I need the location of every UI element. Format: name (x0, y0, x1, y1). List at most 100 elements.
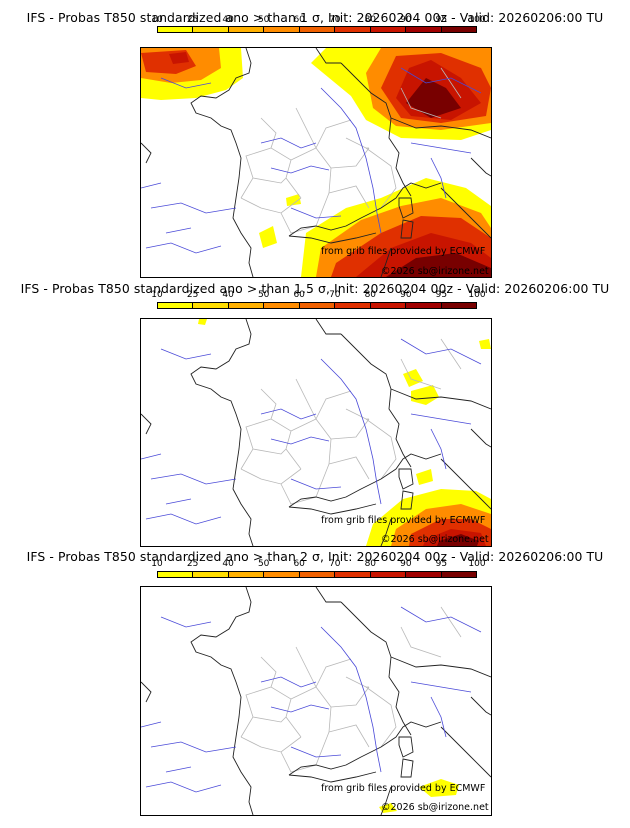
region-borders (240, 606, 462, 773)
credit-source: from grib files provided by ECMWF (321, 515, 486, 526)
colorbar-tick: 50 (257, 15, 270, 25)
credit-copyright: ©2026 sb@irizone.net (381, 534, 489, 545)
forecast-panel-2sigma: IFS - Probas T850 standardized ano > tha… (0, 549, 630, 825)
colorbar-tick: 40 (222, 290, 234, 300)
colorbar-tick: 80 (364, 290, 377, 300)
colorbar-segment (158, 27, 194, 32)
colorbar-segment (335, 303, 371, 308)
region-borders (240, 67, 462, 234)
colorbar-tick: 70 (329, 15, 341, 25)
colorbar-tick: 95 (435, 290, 448, 300)
prob-area (386, 253, 491, 277)
probability-fill-layer (379, 779, 459, 813)
colorbar-segment (228, 572, 265, 577)
country-borders (288, 587, 491, 783)
colorbar-tick: 90 (400, 559, 412, 569)
colorbar (157, 26, 477, 33)
colorbar-segment (406, 572, 442, 577)
colorbar-tick: 100 (468, 559, 486, 569)
prob-area (406, 78, 461, 118)
probability-map: from grib files provided by ECMWF ©2026 … (140, 47, 492, 278)
colorbar-tick: 100 (468, 15, 486, 25)
colorbar-tick: 80 (364, 559, 377, 569)
colorbar-tick: 70 (329, 559, 341, 569)
colorbar-tick: 40 (222, 559, 234, 569)
rivers (141, 338, 482, 525)
coastline (141, 48, 491, 277)
map-drawing (141, 48, 491, 277)
colorbar-segment (299, 572, 336, 577)
prob-area (416, 469, 433, 485)
colorbar-segment (193, 27, 229, 32)
colorbar-segment (158, 303, 194, 308)
country-borders (288, 319, 491, 515)
colorbar-tick: 10 (151, 559, 163, 569)
probability-fill-layer (141, 48, 491, 277)
colorbar-segment (228, 303, 265, 308)
colorbar-segment (370, 27, 407, 32)
colorbar-segment (193, 572, 229, 577)
forecast-panel-1sigma: IFS - Probas T850 standardized ano > tha… (0, 0, 630, 278)
prob-area (169, 52, 189, 64)
colorbar-tick: 80 (364, 15, 377, 25)
colorbar-segment (158, 572, 194, 577)
map-drawing (141, 587, 491, 815)
colorbar-segment (370, 572, 407, 577)
colorbar-segment (193, 303, 229, 308)
colorbar-segment (264, 572, 300, 577)
colorbar-segment (299, 27, 336, 32)
colorbar-tick: 95 (435, 15, 448, 25)
colorbar-tick: 10 (151, 290, 163, 300)
colorbar-tick: 10 (151, 15, 163, 25)
colorbar-tick: 90 (400, 15, 412, 25)
colorbar-tick: 70 (329, 290, 341, 300)
colorbar-segment (299, 303, 336, 308)
colorbar-segment (441, 303, 476, 308)
probability-map: from grib files provided by ECMWF ©2026 … (140, 586, 492, 816)
credit-copyright: ©2026 sb@irizone.net (381, 266, 489, 277)
prob-area (479, 339, 491, 349)
colorbar-tick: 25 (186, 15, 199, 25)
prob-area (419, 779, 459, 797)
prob-area (198, 319, 207, 325)
probability-fill-layer (198, 319, 491, 546)
rivers (141, 67, 482, 254)
colorbar-segment (264, 27, 300, 32)
colorbar-segment (406, 303, 442, 308)
colorbar-ticks: 10 25 40 50 60 70 80 90 95 100 (151, 559, 485, 571)
credit-source: from grib files provided by ECMWF (321, 246, 486, 257)
colorbar-tick: 95 (435, 559, 448, 569)
colorbar-tick: 25 (186, 290, 199, 300)
colorbar-tick: 60 (293, 290, 305, 300)
coastline (141, 319, 491, 546)
colorbar-tick: 25 (186, 559, 199, 569)
country-borders (288, 48, 491, 244)
colorbar-segment (264, 303, 300, 308)
colorbar (157, 302, 477, 309)
map-base-layer (141, 587, 491, 815)
forecast-panel-1-5sigma: IFS - Probas T850 standardized ano > tha… (0, 276, 630, 552)
prob-area (286, 194, 301, 206)
credit-copyright: ©2026 sb@irizone.net (381, 802, 489, 813)
colorbar-tick: 60 (293, 559, 305, 569)
colorbar-tick: 50 (257, 290, 270, 300)
colorbar-segment (335, 27, 371, 32)
panel-title: IFS - Probas T850 standardized ano > tha… (26, 549, 604, 564)
colorbar-segment (228, 27, 265, 32)
colorbar-segment (335, 572, 371, 577)
panel-title: IFS - Probas T850 standardized ano > tha… (26, 10, 604, 25)
colorbar (157, 571, 477, 578)
prob-area (379, 803, 397, 813)
colorbar-segment (406, 27, 442, 32)
prob-area (259, 226, 277, 248)
coastline (141, 587, 491, 815)
credit-source: from grib files provided by ECMWF (321, 783, 486, 794)
colorbar-tick: 50 (257, 559, 270, 569)
colorbar-tick: 60 (293, 15, 305, 25)
rivers (141, 606, 482, 793)
colorbar-segment (370, 303, 407, 308)
map-base-layer (141, 319, 491, 546)
map-drawing (141, 319, 491, 546)
region-borders (240, 338, 462, 505)
panel-title: IFS - Probas T850 standardized ano > tha… (20, 281, 610, 296)
